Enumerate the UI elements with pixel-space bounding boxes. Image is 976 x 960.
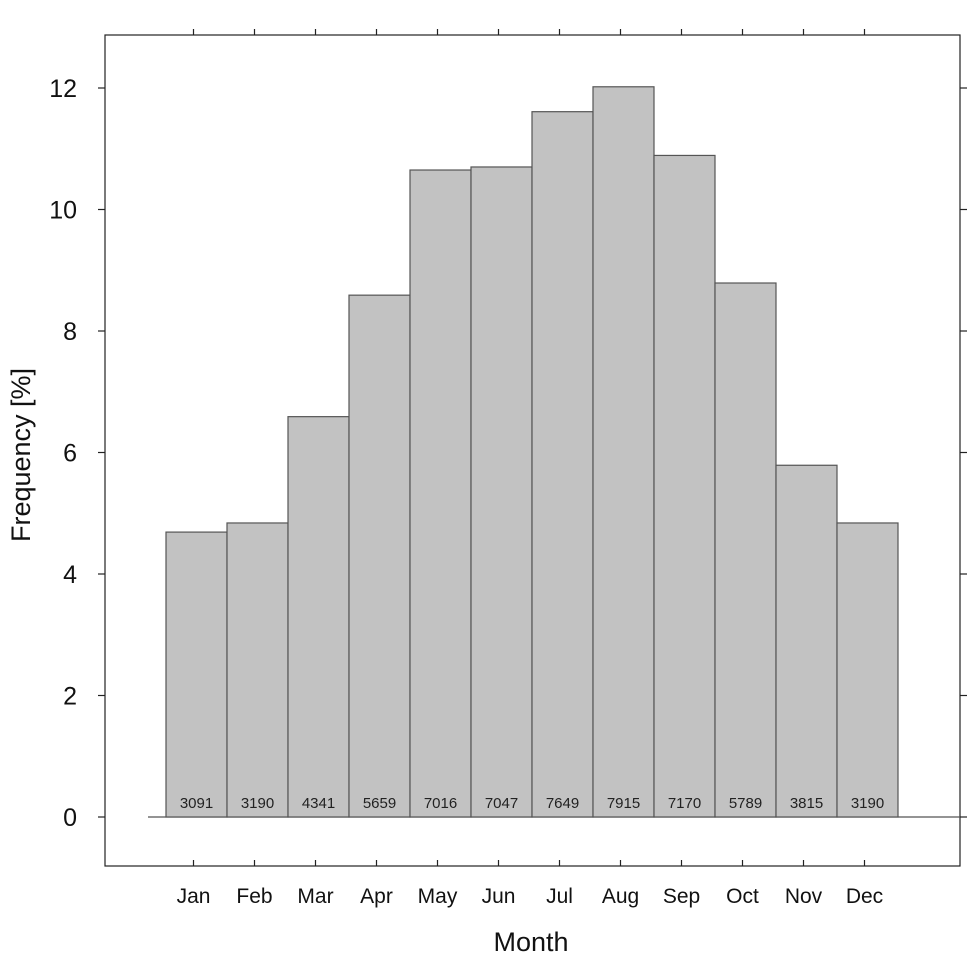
x-tick-label-dec: Dec xyxy=(846,885,883,908)
y-tick-label-8: 8 xyxy=(63,318,77,346)
bar-feb xyxy=(226,522,289,818)
x-tick-label-jun: Jun xyxy=(482,885,516,908)
x-tick-label-aug: Aug xyxy=(602,885,639,908)
y-axis-title: Frequency [%] xyxy=(6,368,36,542)
count-label-oct: 5789 xyxy=(729,795,762,812)
y-tick-label-6: 6 xyxy=(63,440,77,468)
x-tick-label-oct: Oct xyxy=(726,885,759,908)
count-label-jun: 7047 xyxy=(485,795,518,812)
count-labels-group: 3091 3190 4341 5659 7016 7047 7649 7915 7170 5789… xyxy=(180,795,884,812)
count-label-dec: 3190 xyxy=(851,795,884,812)
bar-may xyxy=(409,169,472,818)
bar-jul xyxy=(531,111,594,818)
count-label-jul: 7649 xyxy=(546,795,579,812)
y-tick-label-4: 4 xyxy=(63,561,77,589)
bar-apr xyxy=(348,294,411,818)
x-tick-label-feb: Feb xyxy=(236,885,272,908)
bar-oct xyxy=(714,282,777,818)
count-label-jan: 3091 xyxy=(180,795,213,812)
bar-sep xyxy=(653,154,716,818)
count-label-apr: 5659 xyxy=(363,795,396,812)
bar-dec xyxy=(836,522,899,818)
x-tick-label-sep: Sep xyxy=(663,885,700,908)
count-label-feb: 3190 xyxy=(241,795,274,812)
x-tick-label-jul: Jul xyxy=(546,885,573,908)
y-axis: 0 2 4 6 8 10 12 xyxy=(49,75,967,832)
bar-nov xyxy=(775,464,838,818)
x-tick-label-mar: Mar xyxy=(297,885,333,908)
count-label-aug: 7915 xyxy=(607,795,640,812)
x-axis-title: Month xyxy=(493,927,568,957)
x-tick-label-jan: Jan xyxy=(177,885,211,908)
count-label-sep: 7170 xyxy=(668,795,701,812)
bar-aug xyxy=(592,86,655,818)
count-label-may: 7016 xyxy=(424,795,457,812)
count-label-nov: 3815 xyxy=(790,795,823,812)
bars-group xyxy=(165,86,899,818)
x-tick-label-apr: Apr xyxy=(360,885,393,908)
x-tick-label-may: May xyxy=(418,885,458,908)
bar-jun xyxy=(470,166,533,818)
count-label-mar: 4341 xyxy=(302,795,335,812)
bar-mar xyxy=(287,416,350,818)
x-axis: Jan Feb Mar Apr May Jun Jul Aug Sep Oct Nov Dec xyxy=(177,29,883,908)
y-tick-label-12: 12 xyxy=(49,75,77,103)
plot-frame xyxy=(104,34,961,867)
y-tick-label-0: 0 xyxy=(63,804,77,832)
y-tick-label-10: 10 xyxy=(49,197,77,225)
x-tick-label-nov: Nov xyxy=(785,885,823,908)
bar-jan xyxy=(165,531,228,818)
y-tick-label-2: 2 xyxy=(63,683,77,711)
